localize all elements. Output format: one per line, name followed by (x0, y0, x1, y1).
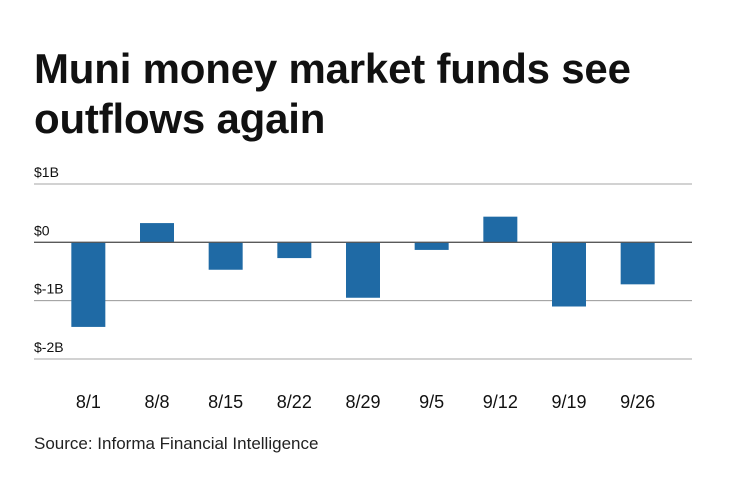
source-note: Source: Informa Financial Intelligence (34, 434, 319, 453)
x-tick-label: 9/26 (620, 392, 655, 412)
x-tick-label: 8/29 (345, 392, 380, 412)
y-tick-label: $-2B (34, 339, 64, 355)
x-tick-label: 8/15 (208, 392, 243, 412)
bars (34, 216, 692, 327)
bar-8-15 (208, 242, 243, 270)
y-tick-label: $1B (34, 164, 59, 180)
bar-8-1 (71, 242, 106, 327)
chart-title: Muni money market funds see outflows aga… (34, 45, 631, 142)
y-tick-label: $0 (34, 222, 50, 238)
x-tick-label: 9/19 (551, 392, 586, 412)
bar-8-22 (277, 242, 312, 259)
bar-9-5 (414, 242, 449, 250)
x-tick-label: 9/5 (419, 392, 444, 412)
x-tick-label: 8/22 (277, 392, 312, 412)
bar-9-19 (552, 242, 586, 307)
y-axis-tick-labels: $1B $0 $-1B $-2B (34, 164, 64, 355)
y-tick-label: $-1B (34, 281, 64, 297)
x-tick-label: 8/8 (144, 392, 169, 412)
bar-9-12 (483, 216, 518, 243)
x-tick-label: 9/12 (483, 392, 518, 412)
x-tick-label: 8/1 (76, 392, 101, 412)
bar-8-8 (140, 223, 174, 243)
bar-9-26 (620, 242, 655, 285)
x-axis-tick-labels: 8/1 8/8 8/15 8/22 8/29 9/5 9/12 9/19 9/26 (76, 392, 655, 412)
bar-8-29 (346, 242, 380, 298)
